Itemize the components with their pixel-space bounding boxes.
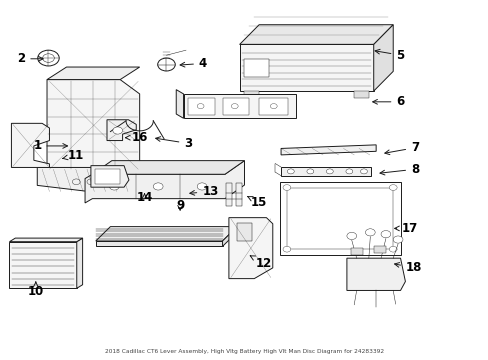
Text: 12: 12 <box>250 256 272 270</box>
Text: 2018 Cadillac CT6 Lever Assembly, High Vltg Battery High Vlt Man Disc Diagram fo: 2018 Cadillac CT6 Lever Assembly, High V… <box>105 349 383 354</box>
Text: 10: 10 <box>28 282 44 298</box>
Polygon shape <box>239 44 373 91</box>
Polygon shape <box>222 226 237 246</box>
Circle shape <box>197 104 203 109</box>
Polygon shape <box>92 161 244 174</box>
Polygon shape <box>281 145 375 155</box>
Circle shape <box>388 246 396 252</box>
Polygon shape <box>244 91 259 98</box>
Circle shape <box>153 183 163 190</box>
Polygon shape <box>237 223 251 241</box>
Polygon shape <box>225 183 231 206</box>
Text: 15: 15 <box>247 196 267 209</box>
Polygon shape <box>373 246 385 253</box>
Circle shape <box>231 104 238 109</box>
Circle shape <box>380 230 390 238</box>
Polygon shape <box>95 168 120 184</box>
Circle shape <box>109 183 119 190</box>
Circle shape <box>287 169 294 174</box>
Polygon shape <box>176 90 183 118</box>
Polygon shape <box>235 183 241 206</box>
Polygon shape <box>244 59 268 77</box>
Polygon shape <box>222 98 249 115</box>
Circle shape <box>360 169 366 174</box>
Polygon shape <box>353 91 368 98</box>
Text: 16: 16 <box>125 131 147 144</box>
Polygon shape <box>350 248 362 255</box>
Polygon shape <box>239 25 392 44</box>
Polygon shape <box>9 242 77 288</box>
Circle shape <box>42 54 54 62</box>
Polygon shape <box>37 167 137 194</box>
Text: 18: 18 <box>394 261 422 274</box>
Polygon shape <box>77 238 82 288</box>
Circle shape <box>346 232 356 239</box>
Polygon shape <box>286 188 392 249</box>
Polygon shape <box>47 67 140 80</box>
Text: 8: 8 <box>379 163 418 176</box>
Text: 2: 2 <box>17 52 43 65</box>
Text: 17: 17 <box>394 222 418 235</box>
Circle shape <box>158 58 175 71</box>
Polygon shape <box>47 80 140 184</box>
Text: 7: 7 <box>384 141 418 155</box>
Polygon shape <box>373 25 392 91</box>
Polygon shape <box>96 226 237 241</box>
Text: 1: 1 <box>33 139 67 152</box>
Polygon shape <box>279 182 400 255</box>
Circle shape <box>197 183 206 190</box>
Circle shape <box>306 169 313 174</box>
Polygon shape <box>85 161 244 203</box>
Polygon shape <box>11 123 49 167</box>
Polygon shape <box>107 120 136 140</box>
Text: 3: 3 <box>155 137 192 150</box>
Polygon shape <box>91 166 129 187</box>
Circle shape <box>326 169 332 174</box>
Text: 9: 9 <box>176 199 184 212</box>
Text: 4: 4 <box>180 57 207 70</box>
Text: 14: 14 <box>136 191 152 204</box>
Circle shape <box>283 185 290 190</box>
Circle shape <box>365 229 374 236</box>
Polygon shape <box>281 167 370 176</box>
Polygon shape <box>346 258 405 291</box>
Circle shape <box>270 104 277 109</box>
Text: 11: 11 <box>62 149 84 162</box>
Text: 5: 5 <box>374 49 404 62</box>
Text: 6: 6 <box>372 95 404 108</box>
Polygon shape <box>259 98 288 115</box>
Polygon shape <box>9 238 82 242</box>
Circle shape <box>388 185 396 190</box>
Polygon shape <box>188 98 215 115</box>
Circle shape <box>392 236 402 243</box>
Polygon shape <box>183 94 295 118</box>
Text: 13: 13 <box>189 185 218 198</box>
Circle shape <box>283 246 290 252</box>
Polygon shape <box>96 241 222 246</box>
Circle shape <box>38 50 59 66</box>
Polygon shape <box>228 218 272 279</box>
Circle shape <box>113 127 122 134</box>
Circle shape <box>345 169 352 174</box>
